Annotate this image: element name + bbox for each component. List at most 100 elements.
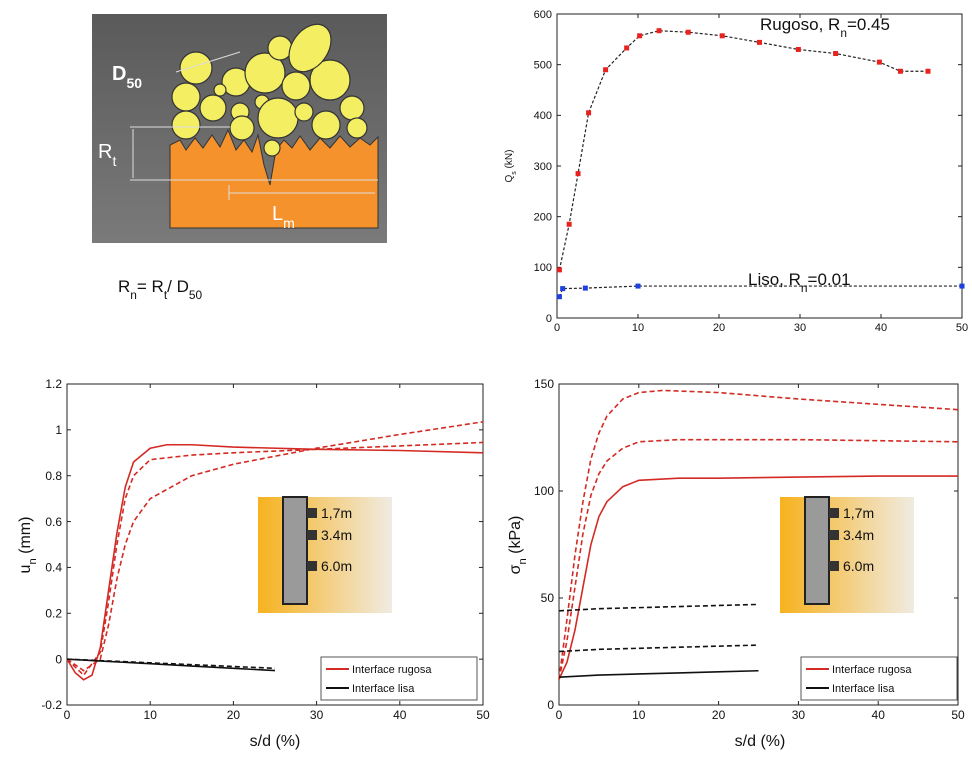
data-point (566, 221, 572, 227)
x-axis-label: s/d (%) (735, 733, 786, 750)
label-part: Q (504, 174, 515, 182)
data-point (603, 67, 609, 73)
series-line (66, 441, 484, 677)
series-line (558, 30, 928, 270)
series-line (66, 421, 484, 672)
label-part: L (272, 203, 283, 225)
data-point (637, 33, 643, 39)
x-tick-label: 20 (712, 708, 726, 722)
label-sub: n (840, 26, 847, 40)
data-point (685, 29, 691, 35)
x-tick-label: 40 (872, 708, 886, 722)
roughness-diagram: D50 Rt Lm (92, 14, 387, 243)
grains (171, 23, 368, 157)
y-tick-label: 0.8 (45, 469, 62, 483)
y-tick-label: 0 (55, 652, 62, 666)
inset-label: 3.4m (843, 527, 874, 543)
inset-sensor (307, 561, 317, 571)
inset-sensor (829, 508, 839, 518)
y-tick-label: 200 (534, 212, 552, 224)
rough-surface (169, 128, 379, 229)
label-part: (kN) (504, 150, 515, 172)
series-line (558, 603, 759, 612)
data-point (959, 283, 965, 289)
inset-label: 3.4m (321, 527, 352, 543)
x-tick-label: 30 (792, 708, 806, 722)
formula-part: / D (167, 277, 189, 296)
data-point (575, 171, 581, 177)
legend-box (800, 656, 958, 701)
inset-label: 6.0m (843, 558, 874, 574)
formula-sub: 50 (189, 288, 203, 302)
inset-label: 1,7m (321, 505, 352, 521)
label-part: (mm) (17, 517, 34, 559)
y-tick-label: 1 (55, 423, 62, 437)
data-point (925, 68, 931, 74)
inset-sensor (829, 561, 839, 571)
lm-label: Lm (272, 203, 295, 231)
y-tick-label: 0 (546, 313, 552, 325)
y-tick-label: 0.2 (45, 606, 62, 620)
label-part: =0.01 (808, 270, 851, 289)
x-tick-label: 20 (227, 708, 241, 722)
d50-label: D50 (112, 63, 142, 91)
x-tick-label: 0 (556, 708, 563, 722)
data-point (757, 39, 762, 45)
formula-sub: n (130, 288, 137, 302)
y-tick-label: 0.4 (45, 561, 62, 575)
y-tick-label: 100 (534, 484, 554, 498)
label-part: (kPa) (507, 516, 524, 559)
formula: Rn= Rt/ D50 (118, 277, 203, 302)
data-point (624, 45, 630, 51)
legend-box (320, 656, 478, 701)
x-tick-label: 0 (554, 322, 560, 334)
plot-frame (558, 383, 959, 706)
y-axis-label: σn (kPa) (507, 516, 529, 575)
y-tick-label: 600 (534, 9, 552, 21)
x-tick-label: 50 (951, 708, 965, 722)
label-part: R (98, 141, 112, 163)
y-tick-label: 500 (534, 60, 552, 72)
data-point (586, 110, 592, 116)
dimension-lines (130, 51, 378, 200)
y-tick-label: 0 (547, 698, 554, 712)
formula-sub: t (164, 288, 168, 302)
y-tick-label: 50 (541, 591, 555, 605)
x-tick-label: 0 (64, 708, 71, 722)
data-point (876, 59, 882, 65)
data-point (560, 286, 566, 292)
y-tick-label: 150 (534, 377, 554, 391)
legend-label: Interface lisa (832, 683, 895, 695)
data-point (635, 283, 641, 289)
inset-pile (282, 496, 308, 605)
label-sub: t (112, 153, 116, 169)
y-tick-label: 300 (534, 161, 552, 173)
series-line (66, 658, 276, 672)
label-sub: n (517, 558, 529, 564)
formula-part: = R (137, 277, 164, 296)
label-sub: n (27, 558, 39, 564)
inset-label: 6.0m (321, 558, 352, 574)
x-tick-label: 50 (956, 322, 968, 334)
label-sub: 50 (126, 75, 142, 91)
series-line (558, 438, 959, 680)
legend-label: Interface lisa (352, 683, 415, 695)
x-tick-label: 30 (310, 708, 324, 722)
inset-soil (258, 497, 392, 613)
legend-label: Interface rugosa (832, 664, 912, 676)
inset-label: 1,7m (843, 505, 874, 521)
series-line (66, 443, 484, 681)
label-part: D (112, 63, 126, 85)
data-point (556, 267, 562, 273)
label-part: Rugoso, R (760, 15, 840, 34)
x-tick-label: 10 (632, 322, 644, 334)
y-axis-label: Qs (kN) (504, 150, 518, 183)
series-line (558, 669, 759, 678)
label-part: u (17, 565, 34, 574)
label-part: σ (507, 564, 524, 574)
y-tick-label: 400 (534, 110, 552, 122)
inset-sensor (307, 508, 317, 518)
data-point (795, 46, 801, 52)
formula-part: R (118, 277, 130, 296)
